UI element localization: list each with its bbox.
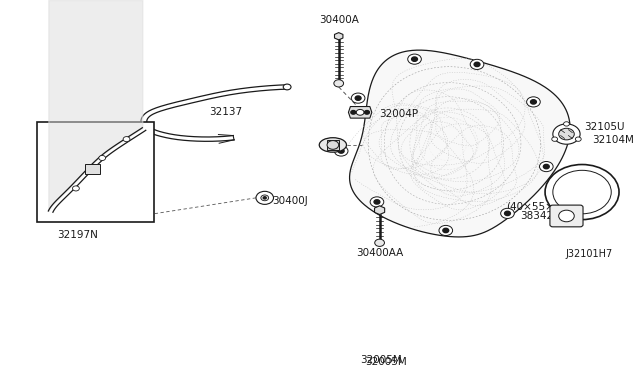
Circle shape — [365, 110, 369, 114]
Circle shape — [355, 96, 361, 100]
Circle shape — [545, 164, 619, 219]
Circle shape — [412, 57, 417, 61]
Circle shape — [72, 186, 79, 191]
Polygon shape — [349, 50, 570, 237]
Circle shape — [334, 80, 344, 87]
Text: 32005M: 32005M — [360, 355, 402, 365]
Circle shape — [263, 197, 266, 199]
Circle shape — [540, 161, 553, 171]
Circle shape — [99, 155, 106, 161]
Circle shape — [559, 210, 574, 222]
Circle shape — [261, 195, 269, 201]
Circle shape — [470, 59, 484, 70]
Text: 32137: 32137 — [209, 107, 243, 117]
Text: 32105U: 32105U — [584, 122, 625, 132]
Circle shape — [370, 197, 384, 207]
Bar — [37, 122, 154, 222]
Circle shape — [504, 211, 510, 215]
Circle shape — [527, 97, 540, 107]
Text: 30400J: 30400J — [273, 196, 308, 206]
Circle shape — [123, 137, 130, 142]
Text: 32004P: 32004P — [380, 109, 419, 119]
Circle shape — [256, 191, 273, 204]
Polygon shape — [374, 206, 385, 215]
Circle shape — [374, 200, 380, 204]
Circle shape — [531, 100, 536, 104]
Text: 32197N: 32197N — [58, 230, 99, 240]
Circle shape — [327, 141, 339, 149]
Circle shape — [553, 124, 580, 144]
Circle shape — [552, 137, 557, 141]
Ellipse shape — [319, 138, 346, 152]
Circle shape — [500, 208, 515, 218]
Text: 32104M: 32104M — [592, 135, 634, 145]
Text: (40×55×9): (40×55×9) — [506, 202, 564, 211]
Text: 38342N: 38342N — [520, 211, 561, 221]
FancyBboxPatch shape — [550, 205, 583, 227]
Circle shape — [375, 239, 385, 246]
Text: 30400A: 30400A — [319, 15, 358, 25]
Circle shape — [553, 170, 611, 214]
Polygon shape — [348, 106, 372, 118]
Bar — [84, 164, 100, 174]
Circle shape — [284, 84, 291, 90]
Circle shape — [543, 164, 549, 169]
Text: 30400AA: 30400AA — [356, 248, 403, 258]
Circle shape — [351, 93, 365, 103]
Text: 32005M: 32005M — [365, 357, 407, 366]
Circle shape — [559, 128, 574, 140]
Circle shape — [474, 62, 480, 67]
Bar — [327, 140, 339, 150]
Circle shape — [575, 137, 581, 141]
Circle shape — [334, 146, 348, 156]
Circle shape — [439, 225, 452, 235]
Circle shape — [408, 54, 421, 64]
Circle shape — [443, 228, 449, 232]
Circle shape — [339, 149, 344, 153]
Text: J32101H7: J32101H7 — [566, 250, 613, 259]
Polygon shape — [335, 33, 343, 40]
Circle shape — [351, 110, 356, 114]
Circle shape — [564, 122, 570, 126]
Circle shape — [356, 109, 364, 115]
